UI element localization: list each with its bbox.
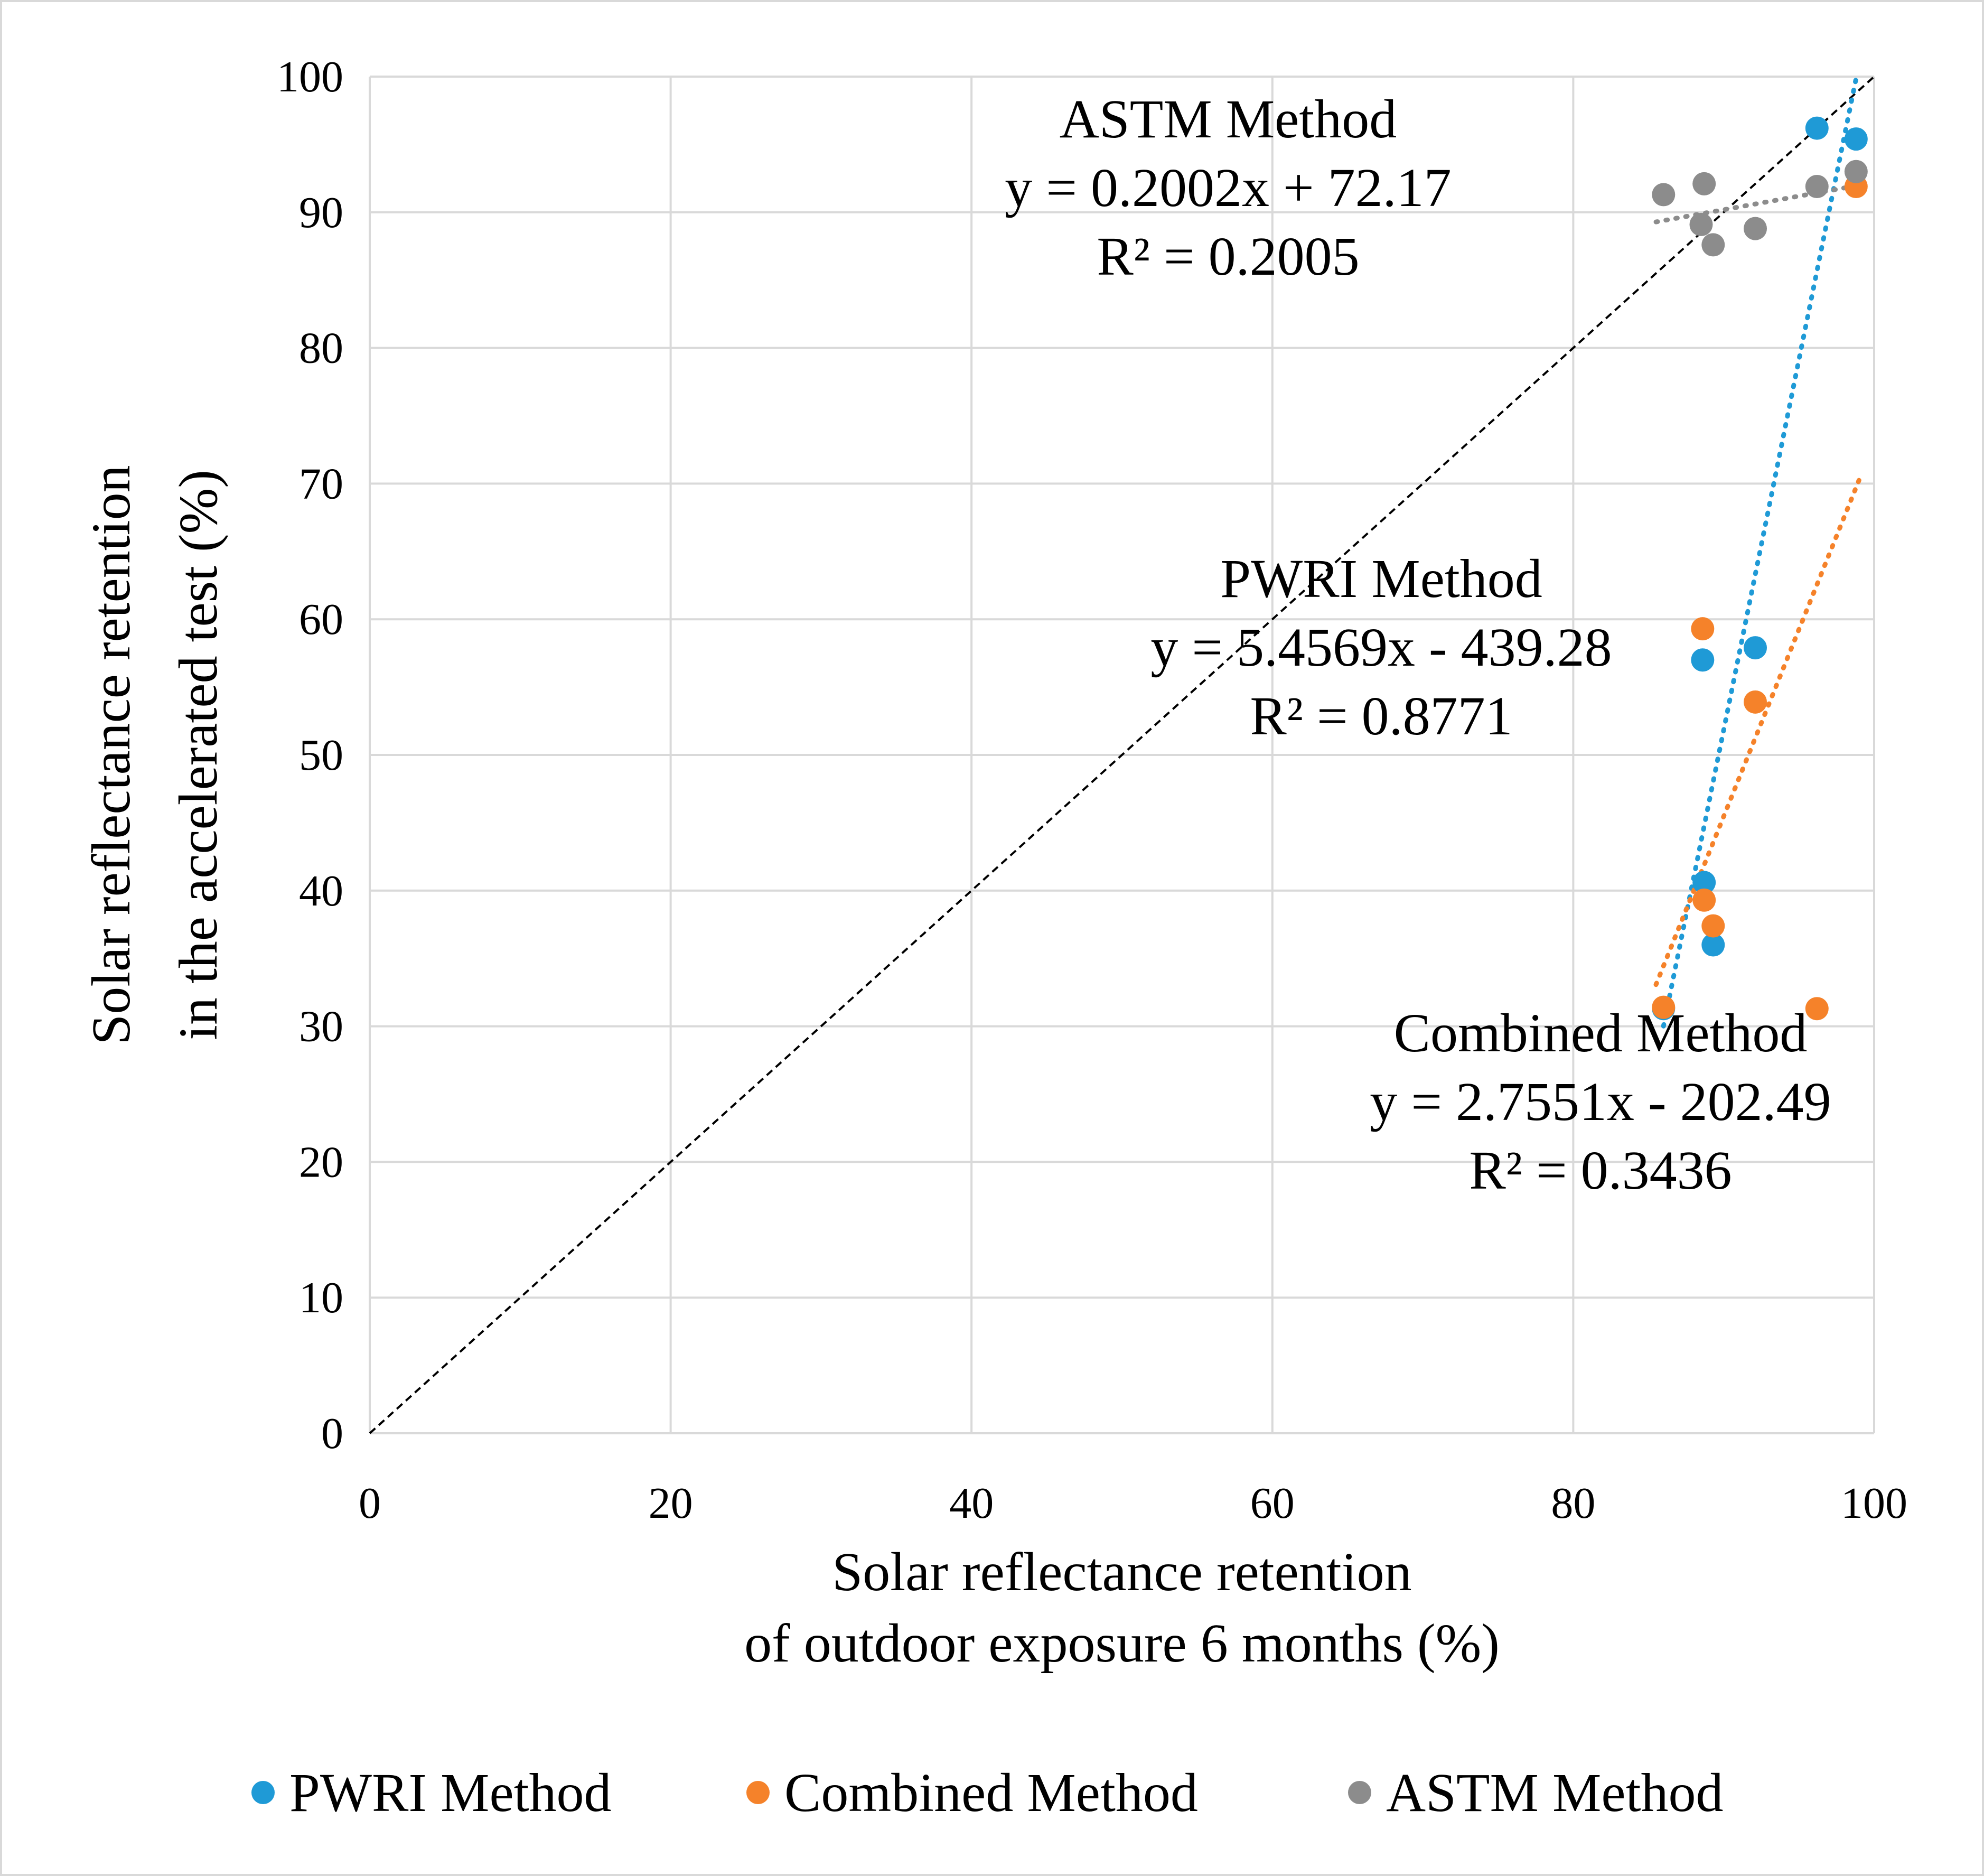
- legend-marker-combined-method: [746, 1781, 770, 1804]
- y-tick-label: 80: [299, 324, 343, 373]
- point-pwri-method: [1691, 648, 1715, 672]
- y-tick-label: 100: [277, 52, 343, 101]
- y-tick-label: 50: [299, 731, 343, 780]
- annotation-combined-method-line2: R² = 0.3436: [1469, 1140, 1732, 1201]
- y-tick-label: 20: [299, 1137, 343, 1187]
- x-tick-label: 100: [1841, 1479, 1907, 1528]
- grid-lines: [369, 76, 1875, 1434]
- x-tick-label: 40: [949, 1479, 994, 1528]
- y-axis-label: Solar reflectance retention: [81, 465, 142, 1044]
- point-astm-method: [1844, 160, 1868, 183]
- annotation-combined-method-line0: Combined Method: [1394, 1003, 1808, 1063]
- reference-line-group: [369, 76, 1875, 1434]
- x-axis-label: Solar reflectance retention: [832, 1542, 1411, 1602]
- annotation-pwri-method-line2: R² = 0.8771: [1250, 686, 1512, 746]
- equation-annotations: PWRI Method y = 5.4569x - 439.28 R² = 0.87…: [1005, 89, 1831, 1201]
- trendline-pwri-method: [1661, 74, 1859, 1029]
- y-tick-label: 0: [321, 1409, 343, 1458]
- y-tick-label: 70: [299, 459, 343, 508]
- point-astm-method: [1701, 233, 1725, 257]
- data-points: [1652, 116, 1868, 1021]
- annotation-pwri-method-line1: y = 5.4569x - 439.28: [1150, 617, 1612, 678]
- legend-label-combined-method: Combined Method: [784, 1762, 1198, 1823]
- point-combined-method: [1691, 617, 1715, 641]
- point-pwri-method: [1744, 636, 1767, 660]
- point-astm-method: [1689, 212, 1713, 236]
- y-tick-label: 30: [299, 1002, 343, 1051]
- point-combined-method: [1692, 888, 1716, 912]
- annotation-astm-method-line0: ASTM Method: [1060, 89, 1397, 150]
- y-tick-label: 90: [299, 188, 343, 237]
- point-pwri-method: [1805, 116, 1829, 140]
- point-astm-method: [1692, 172, 1716, 195]
- point-pwri-method: [1701, 933, 1725, 957]
- point-combined-method: [1652, 995, 1676, 1019]
- point-combined-method: [1744, 690, 1767, 714]
- x-axis-label: of outdoor exposure 6 months (%): [744, 1613, 1500, 1674]
- x-tick-label: 20: [649, 1479, 693, 1528]
- annotation-pwri-method-line0: PWRI Method: [1220, 548, 1542, 609]
- point-astm-method: [1805, 175, 1829, 199]
- y-tick-label: 40: [299, 866, 343, 916]
- point-astm-method: [1744, 217, 1767, 240]
- y-tick-label: 60: [299, 595, 343, 644]
- legend-marker-astm-method: [1348, 1781, 1371, 1804]
- point-pwri-method: [1692, 871, 1716, 894]
- annotation-combined-method-line1: y = 2.7551x - 202.49: [1370, 1071, 1831, 1132]
- annotation-astm-method-line2: R² = 0.2005: [1097, 226, 1359, 287]
- annotation-astm-method-line1: y = 0.2002x + 72.17: [1005, 157, 1451, 218]
- y-tick-label: 10: [299, 1273, 343, 1322]
- x-tick-label: 60: [1250, 1479, 1295, 1528]
- x-tick-label: 80: [1551, 1479, 1595, 1528]
- legend-marker-pwri-method: [251, 1781, 275, 1804]
- tick-labels: 0 10 20 30 40 50 60 70 80 90 100 0 20 40 60 80 100: [277, 52, 1907, 1528]
- y-axis-label: in the accelerated test (%): [168, 470, 229, 1040]
- point-combined-method: [1701, 914, 1725, 938]
- trendline-combined-method: [1653, 478, 1862, 987]
- legend-label-astm-method: ASTM Method: [1386, 1762, 1723, 1823]
- x-tick-label: 0: [359, 1479, 381, 1528]
- axis-labels: Solar reflectance retention of outdoor ex…: [81, 465, 1500, 1674]
- point-astm-method: [1652, 183, 1676, 207]
- point-pwri-method: [1844, 127, 1868, 151]
- legend-label-pwri-method: PWRI Method: [289, 1762, 612, 1823]
- reference-line: [369, 76, 1875, 1434]
- point-combined-method: [1805, 997, 1829, 1021]
- legend: PWRI Method Combined Method ASTM Method: [251, 1762, 1723, 1823]
